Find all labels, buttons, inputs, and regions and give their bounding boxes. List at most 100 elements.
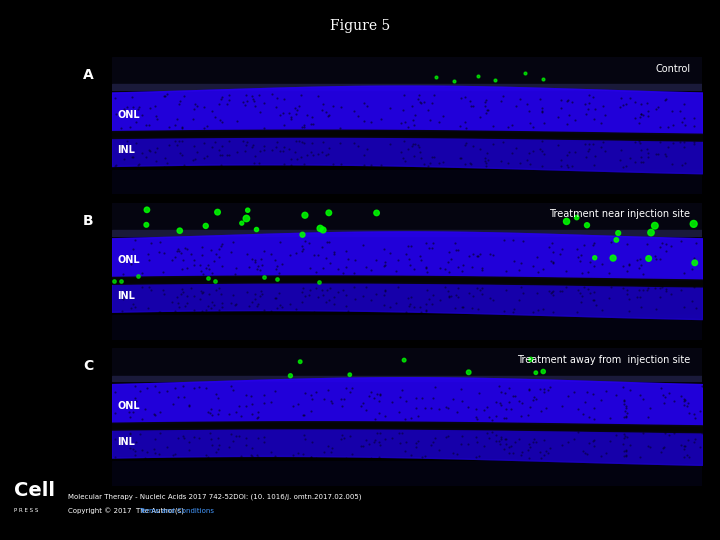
Point	[655, 383, 667, 392]
Point	[228, 437, 239, 445]
Point	[554, 287, 566, 295]
Point	[126, 153, 138, 161]
Point	[195, 267, 207, 275]
Point	[306, 395, 318, 403]
Point	[606, 238, 617, 246]
Point	[201, 122, 212, 130]
Point	[630, 138, 642, 146]
Point	[578, 241, 590, 249]
Point	[201, 306, 212, 314]
Point	[532, 306, 544, 314]
Point	[348, 269, 360, 278]
Text: A: A	[83, 68, 94, 82]
Point	[178, 160, 189, 169]
Point	[252, 414, 264, 422]
Point	[595, 143, 607, 152]
Point	[471, 284, 482, 292]
Point	[397, 386, 408, 395]
Point	[130, 394, 141, 402]
Point	[157, 267, 168, 276]
Bar	[112, 230, 702, 235]
Point	[378, 291, 390, 300]
Point	[230, 432, 242, 441]
Point	[322, 442, 333, 451]
Point	[310, 284, 321, 293]
Point	[595, 396, 607, 404]
Point	[398, 91, 410, 100]
Point	[258, 437, 270, 446]
Point	[486, 428, 498, 437]
Point	[178, 393, 189, 401]
Point	[562, 392, 574, 400]
Point	[177, 382, 189, 390]
Point	[678, 401, 690, 409]
Point	[178, 434, 189, 443]
Point	[495, 400, 506, 409]
Point	[197, 307, 208, 315]
Point	[266, 90, 278, 98]
Point	[405, 293, 417, 301]
Point	[365, 387, 377, 396]
Point	[300, 211, 311, 220]
Point	[580, 110, 592, 119]
Point	[583, 99, 595, 108]
Point	[618, 429, 630, 438]
Point	[136, 111, 148, 120]
Point	[341, 247, 352, 256]
Point	[582, 285, 593, 293]
Point	[233, 432, 245, 441]
Point	[449, 239, 461, 247]
Point	[513, 396, 524, 405]
Point	[452, 293, 464, 302]
Point	[524, 402, 536, 411]
Point	[242, 206, 253, 214]
Point	[480, 95, 491, 104]
Point	[459, 118, 470, 127]
Point	[361, 263, 372, 272]
Point	[181, 299, 193, 308]
Point	[642, 99, 653, 107]
Point	[198, 124, 210, 132]
Point	[271, 275, 282, 284]
Point	[379, 286, 390, 294]
Point	[536, 108, 548, 117]
Point	[611, 390, 622, 399]
Point	[485, 249, 496, 258]
Point	[397, 429, 408, 438]
Point	[213, 306, 225, 314]
Text: Terms and Conditions: Terms and Conditions	[139, 508, 214, 514]
Point	[135, 386, 146, 395]
Point	[336, 103, 347, 111]
Bar	[112, 57, 702, 84]
Point	[274, 110, 286, 119]
Point	[318, 226, 329, 234]
Point	[642, 253, 654, 261]
Point	[269, 451, 281, 460]
Point	[599, 111, 611, 119]
Point	[344, 432, 356, 441]
Point	[482, 402, 493, 411]
Point	[294, 102, 305, 110]
Point	[415, 302, 426, 311]
Point	[588, 92, 599, 101]
Point	[297, 138, 308, 146]
Point	[270, 103, 282, 111]
Point	[246, 255, 258, 264]
Point	[110, 161, 122, 170]
Point	[417, 453, 428, 461]
Point	[614, 103, 626, 112]
Point	[271, 137, 283, 146]
Point	[497, 138, 508, 146]
Point	[568, 387, 580, 396]
Point	[572, 245, 583, 253]
Point	[435, 296, 446, 305]
Point	[678, 444, 690, 453]
Point	[140, 120, 152, 129]
Point	[678, 453, 690, 461]
Point	[427, 394, 438, 402]
Point	[579, 397, 590, 406]
Point	[659, 429, 670, 437]
Point	[177, 255, 189, 264]
Point	[477, 264, 488, 272]
Point	[338, 269, 349, 278]
